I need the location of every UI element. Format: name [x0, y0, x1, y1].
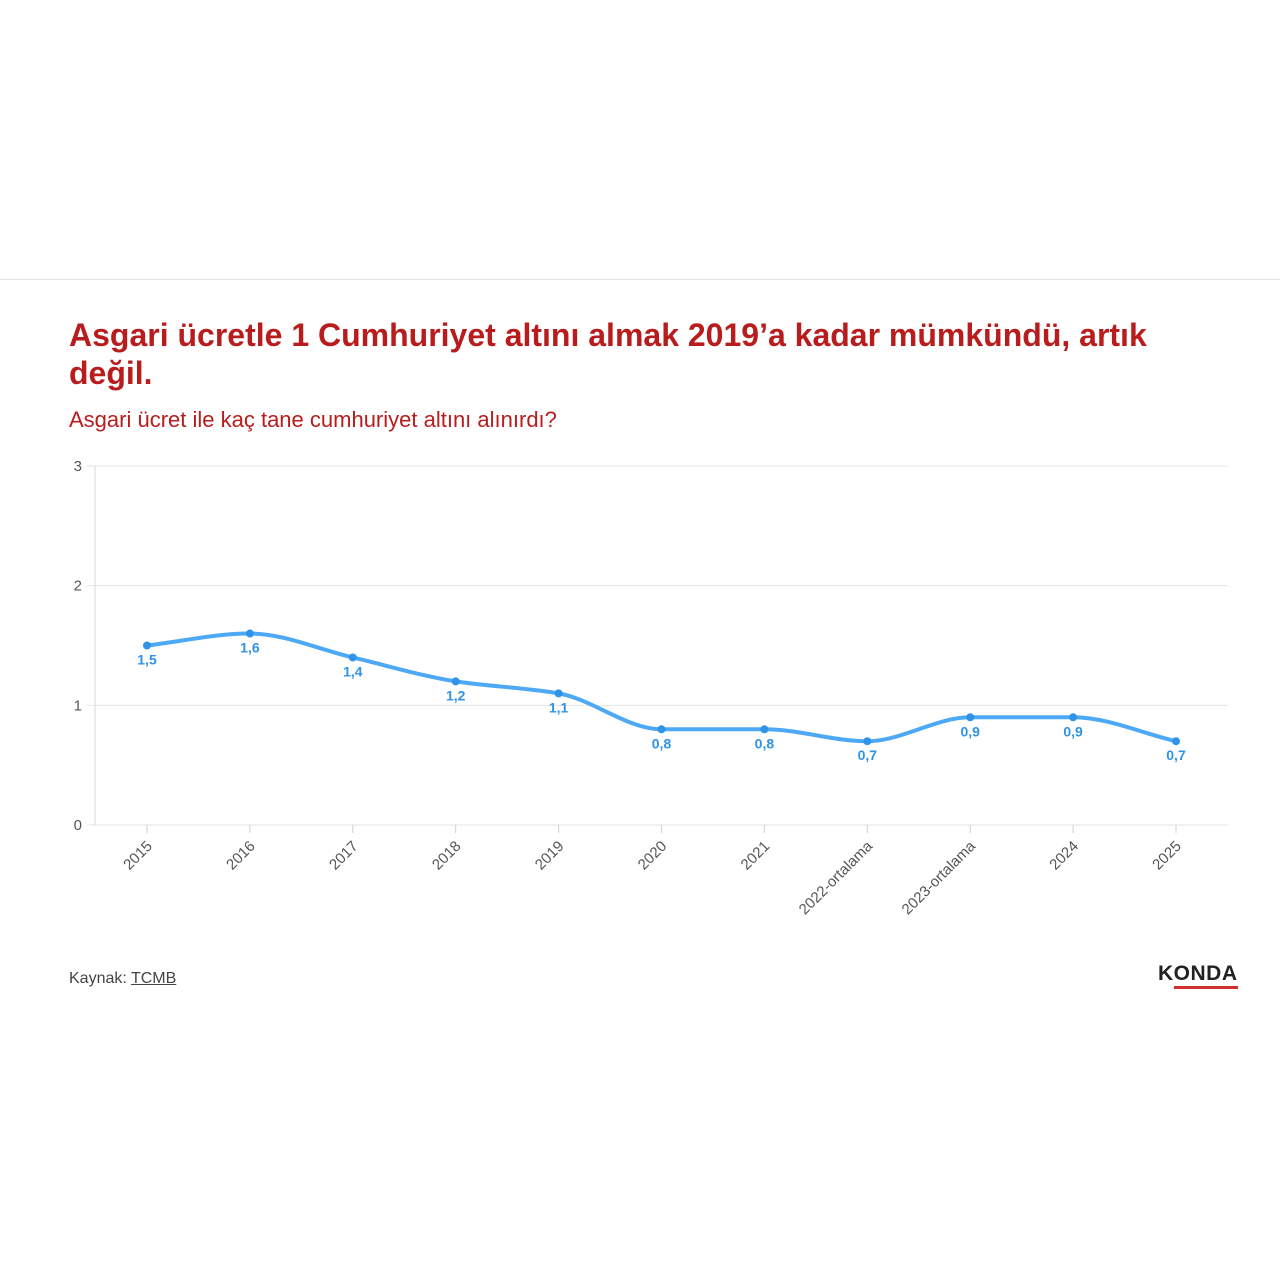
- data-point: [760, 725, 769, 734]
- x-tick-label: 2019: [532, 838, 568, 874]
- data-point: [554, 689, 563, 698]
- x-tick-label: 2025: [1149, 838, 1185, 874]
- data-point: [245, 629, 254, 638]
- data-point: [451, 677, 460, 686]
- series-line: [145, 631, 1178, 744]
- data-point: [1069, 713, 1078, 722]
- data-label: 1,4: [343, 663, 363, 679]
- x-tick-label: 2018: [429, 838, 465, 874]
- data-label: 0,8: [755, 735, 775, 751]
- data-point: [966, 713, 975, 722]
- logo-text: KONDA: [1158, 962, 1238, 985]
- source-label: Kaynak:: [69, 970, 127, 987]
- data-label: 1,1: [549, 699, 569, 715]
- y-tick-label: 0: [74, 817, 82, 834]
- y-tick-label: 2: [74, 578, 82, 595]
- x-tick-label: 2015: [120, 838, 156, 874]
- data-label: 0,7: [1166, 747, 1186, 763]
- data-point: [348, 653, 357, 662]
- x-tick-label: 2023-ortalama: [899, 837, 980, 918]
- data-label: 0,7: [858, 747, 878, 763]
- x-tick-label: 2022-ortalama: [796, 837, 877, 918]
- data-point: [863, 737, 872, 746]
- data-point: [143, 641, 151, 650]
- x-tick-label: 2021: [738, 838, 774, 874]
- line-chart: 0 1 2 3 2015 2016 2017 2018 2019 2020 2021 2022-ort…: [74, 458, 1228, 918]
- data-label: 1,5: [137, 652, 157, 668]
- x-tick-label: 2017: [326, 838, 362, 874]
- data-point: [1172, 737, 1180, 746]
- data-label: 1,6: [240, 640, 260, 656]
- x-tick-label: 2024: [1046, 838, 1082, 874]
- chart-title: Asgari ücretle 1 Cumhuriyet altını almak…: [69, 317, 1147, 391]
- logo-bar: [1174, 986, 1238, 989]
- data-label: 0,8: [652, 735, 672, 751]
- konda-logo: KONDA: [1158, 962, 1240, 992]
- data-label: 0,9: [1063, 723, 1083, 739]
- data-point: [657, 725, 666, 734]
- y-tick-label: 3: [74, 458, 82, 475]
- chart-subtitle: Asgari ücret ile kaç tane cumhuriyet alt…: [69, 407, 557, 432]
- top-divider: [0, 279, 1280, 280]
- x-tick-label: 2016: [223, 838, 259, 874]
- data-label: 0,9: [960, 723, 980, 739]
- y-tick-label: 1: [74, 697, 82, 714]
- x-tick-label: 2020: [635, 838, 671, 874]
- source-line: Kaynak: TCMB: [69, 970, 176, 988]
- data-label: 1,2: [446, 687, 466, 703]
- source-link[interactable]: TCMB: [130, 970, 177, 987]
